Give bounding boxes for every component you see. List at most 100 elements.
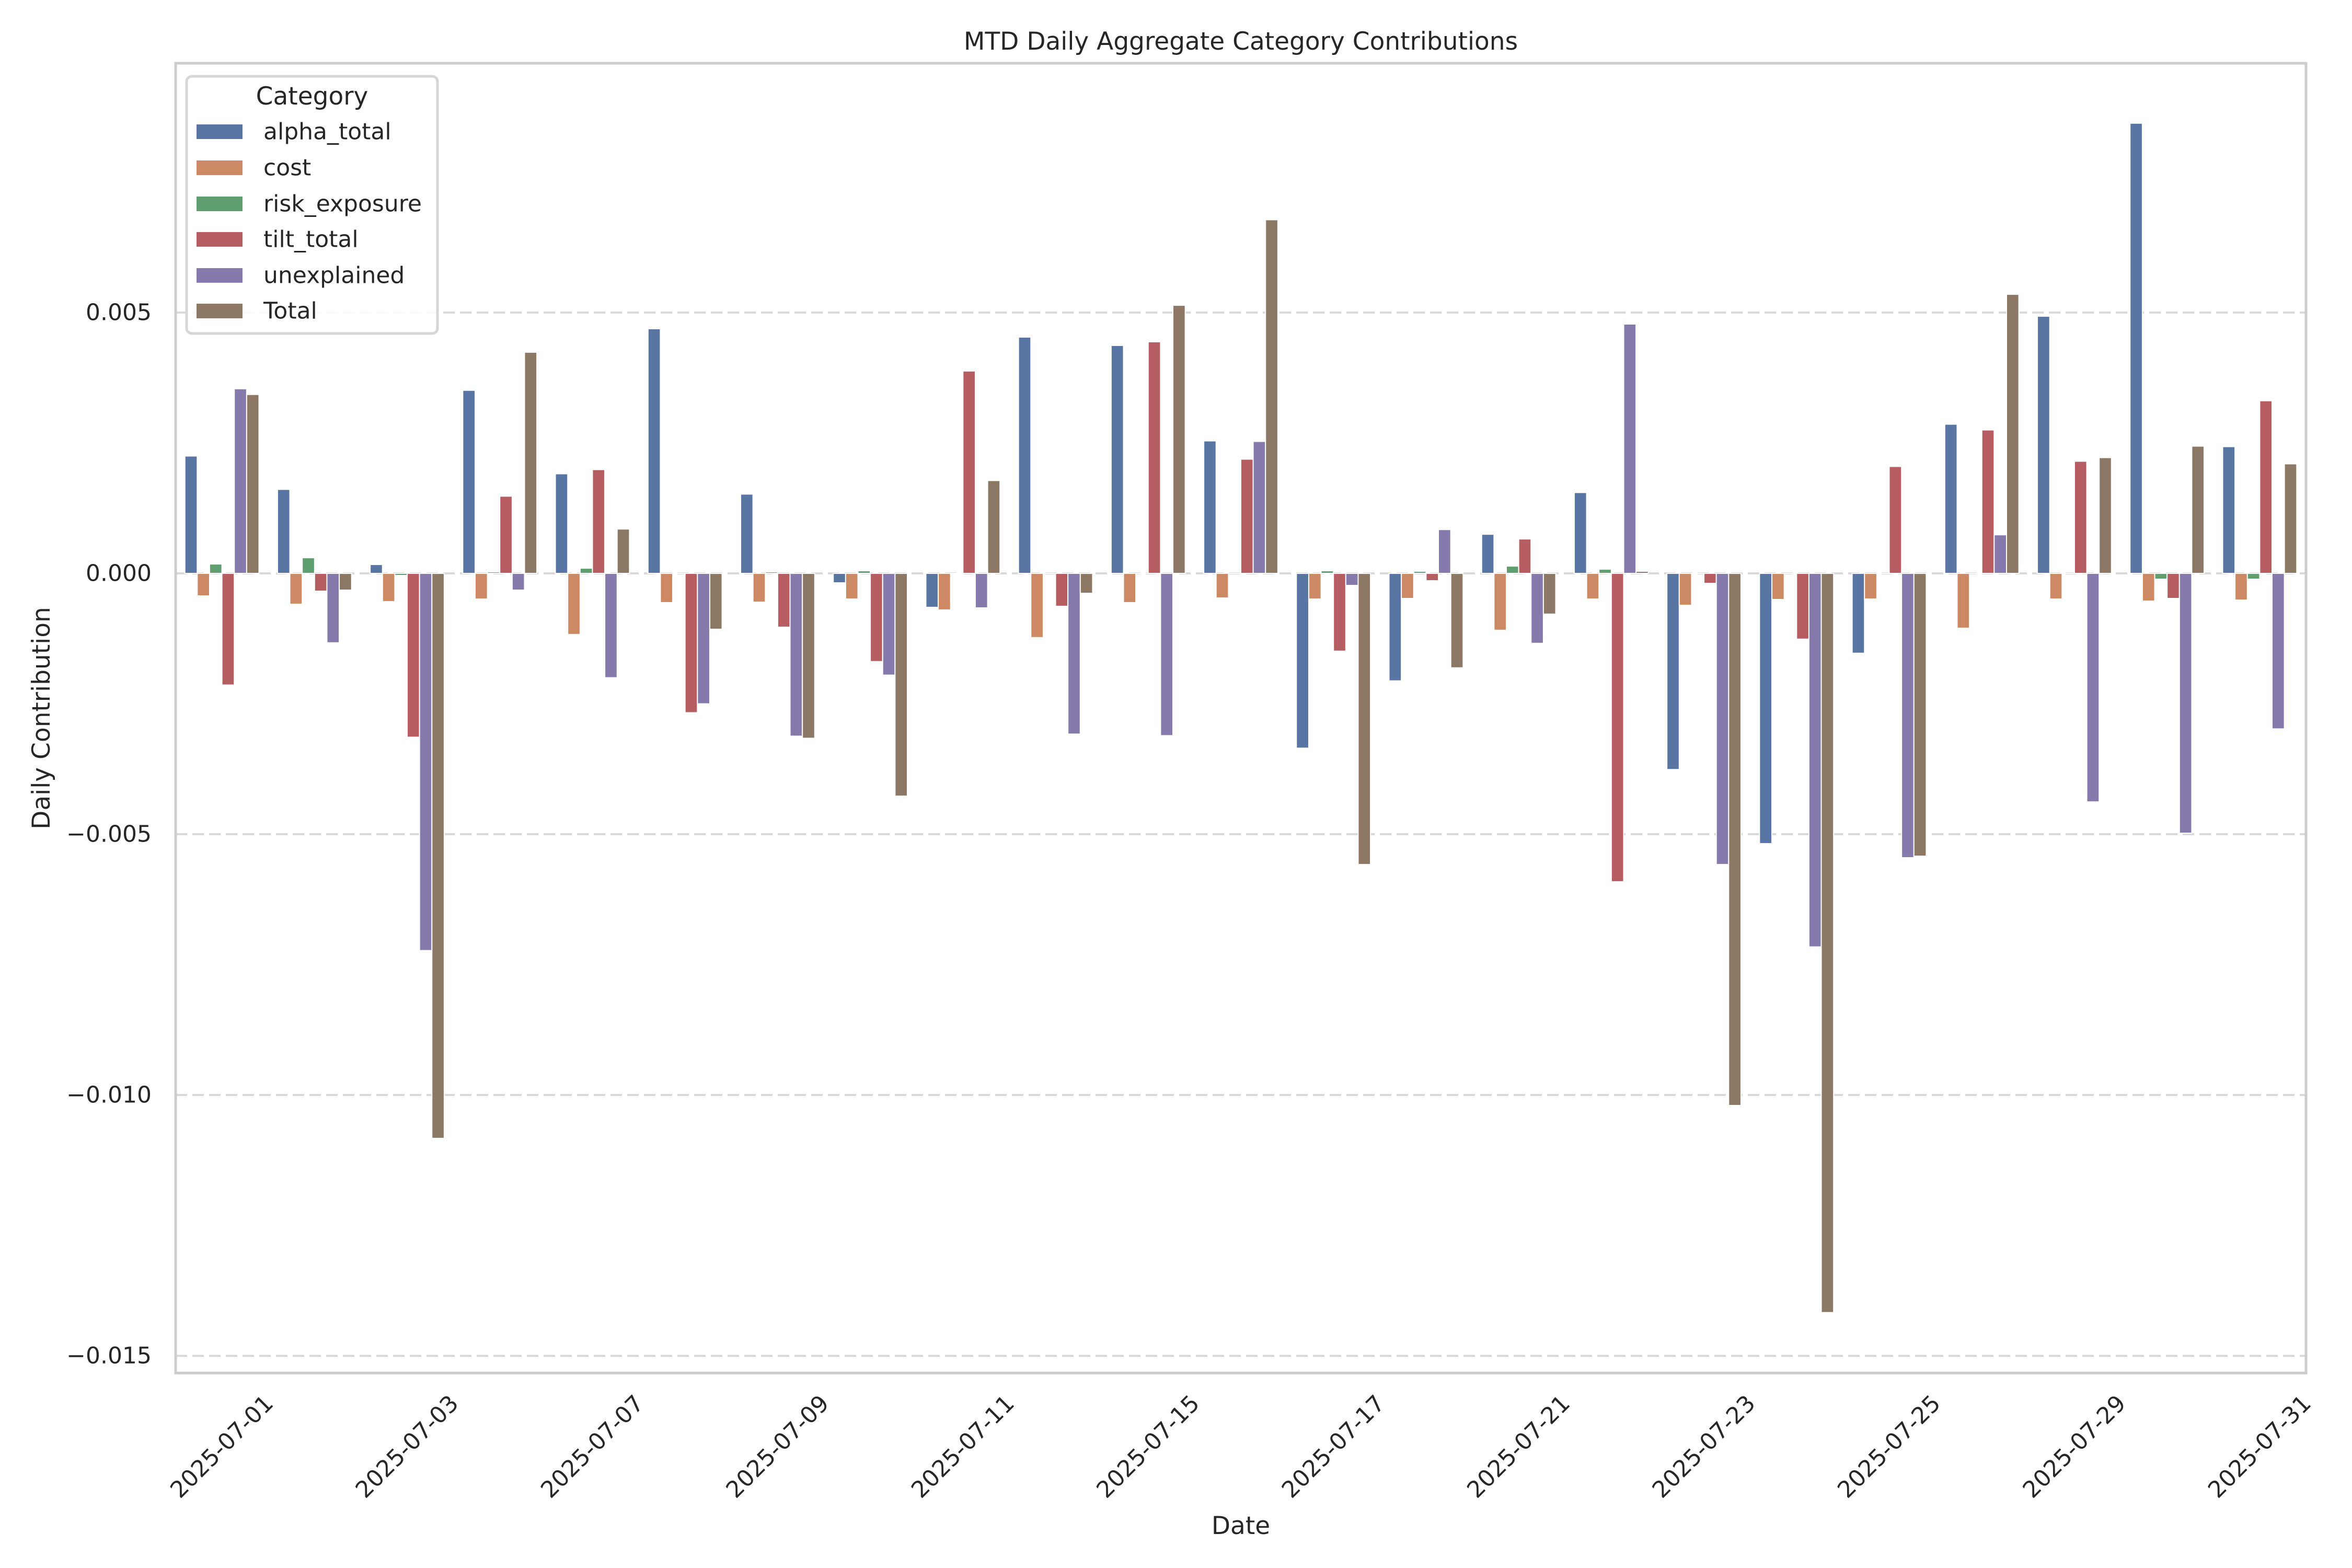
bar — [833, 573, 846, 584]
bar — [276, 489, 291, 574]
bar — [2166, 573, 2180, 599]
bar — [1333, 573, 1346, 652]
y-tick-label: −0.005 — [66, 821, 152, 848]
bar — [857, 570, 871, 574]
bar — [1438, 529, 1451, 574]
chart-title: MTD Daily Aggregate Category Contributio… — [964, 27, 1518, 56]
bar — [697, 573, 710, 705]
legend-swatch — [197, 268, 243, 283]
bar — [1413, 571, 1427, 574]
bar — [511, 573, 525, 591]
bar — [339, 573, 352, 591]
bar — [2234, 573, 2248, 601]
y-tick-label: 0.005 — [86, 299, 152, 326]
y-axis-label: Daily Contribution — [27, 607, 56, 829]
bar — [974, 573, 988, 608]
bar — [302, 557, 315, 574]
bar — [802, 573, 815, 739]
legend-item-cost: cost — [197, 155, 311, 181]
bar — [1425, 573, 1439, 582]
bar — [1981, 429, 1995, 574]
bar — [845, 573, 859, 599]
bar — [1481, 534, 1495, 574]
bar — [1030, 573, 1044, 638]
bar — [419, 573, 433, 951]
bar — [2191, 445, 2205, 574]
bar — [1018, 336, 1032, 574]
bar — [1493, 573, 1507, 631]
bar — [789, 573, 803, 737]
bar — [197, 573, 210, 596]
bar — [1586, 573, 1600, 599]
bars — [184, 122, 2298, 1313]
y-tick-label: −0.010 — [66, 1082, 152, 1109]
bar — [524, 351, 538, 574]
bar — [2246, 573, 2261, 580]
bar — [1345, 573, 1359, 586]
bar — [2129, 122, 2143, 574]
bar — [870, 573, 883, 662]
bar — [962, 370, 976, 574]
bar — [1703, 573, 1717, 584]
bar — [660, 573, 674, 603]
bar — [407, 573, 420, 738]
bar — [1888, 466, 1903, 574]
bar — [1240, 458, 1254, 574]
legend-title: Category — [256, 82, 368, 111]
bar — [1728, 573, 1742, 1106]
legend-label: Total — [263, 298, 317, 325]
bar — [1759, 573, 1773, 845]
bar — [1666, 573, 1680, 770]
legend-swatch — [197, 304, 243, 318]
bar — [184, 455, 198, 574]
bar — [950, 573, 964, 575]
legend-label: tilt_total — [263, 226, 359, 253]
bar — [1067, 573, 1081, 735]
bar — [1388, 573, 1402, 682]
bar — [1678, 573, 1692, 606]
bar — [709, 573, 723, 630]
bar — [499, 495, 513, 574]
bar — [765, 571, 778, 574]
bar — [894, 573, 908, 797]
bar — [2049, 573, 2063, 599]
bar — [1308, 573, 1322, 599]
bar — [2154, 573, 2168, 580]
bar — [2037, 316, 2050, 574]
bar — [1320, 570, 1334, 574]
bar — [752, 573, 766, 603]
legend-swatch — [197, 124, 243, 139]
legend-item-unexplained: unexplained — [197, 262, 405, 289]
bar — [1864, 573, 1877, 599]
bar — [326, 573, 340, 643]
legend-label: risk_exposure — [263, 191, 422, 217]
bar — [925, 573, 939, 608]
bar — [1172, 305, 1186, 574]
bar — [1635, 571, 1649, 574]
bar — [684, 573, 698, 713]
bar — [555, 473, 569, 574]
bar — [987, 480, 1001, 574]
bar — [1401, 573, 1414, 599]
bar — [1901, 573, 1915, 858]
bar — [579, 568, 593, 574]
bar — [1944, 423, 1958, 574]
bar — [394, 573, 408, 577]
bar — [1715, 573, 1730, 865]
bar — [1110, 344, 1124, 574]
bar — [938, 573, 951, 610]
bar — [1542, 573, 1557, 615]
bar — [2073, 460, 2088, 574]
bar — [1573, 492, 1587, 574]
series-alpha-total — [184, 122, 2236, 845]
bar — [1851, 573, 1865, 654]
bar — [2284, 463, 2298, 574]
series-total — [246, 219, 2298, 1313]
bar — [289, 573, 303, 605]
bar — [1296, 573, 1309, 749]
bar — [462, 389, 476, 574]
plot-area-frame — [174, 62, 2308, 1375]
bar — [221, 573, 235, 686]
